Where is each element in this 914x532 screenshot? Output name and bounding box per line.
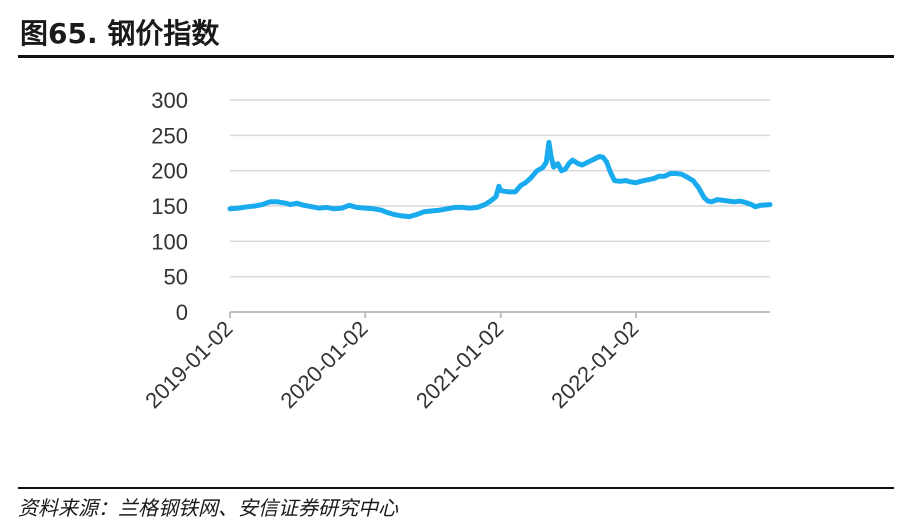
y-tick-label: 200: [151, 159, 188, 184]
y-tick-label: 100: [151, 229, 188, 254]
y-axis-ticks: 0 50 100 150 200 250 300: [151, 88, 188, 325]
series-group: [227, 139, 773, 220]
x-tick-label: 2020-01-02: [275, 316, 372, 413]
x-axis-ticks: 2019-01-02 2020-01-02 2021-01-02 2022-01-02: [140, 312, 643, 413]
y-tick-label: 150: [151, 194, 188, 219]
page-title: 图65. 钢价指数: [20, 17, 220, 50]
y-tick-label: 250: [151, 123, 188, 148]
y-tick-label: 300: [151, 88, 188, 113]
y-tick-label: 50: [164, 265, 188, 290]
bottom-rule: [18, 487, 894, 489]
x-tick-label: 2022-01-02: [546, 316, 643, 413]
y-tick-label: 0: [176, 300, 188, 325]
series-line-0: [227, 139, 773, 220]
top-rule: [18, 55, 894, 58]
source-note: 资料来源：兰格钢铁网、安信证券研究中心: [18, 496, 398, 520]
x-tick-label: 2021-01-02: [411, 316, 508, 413]
x-tick-label: 2019-01-02: [140, 316, 237, 413]
